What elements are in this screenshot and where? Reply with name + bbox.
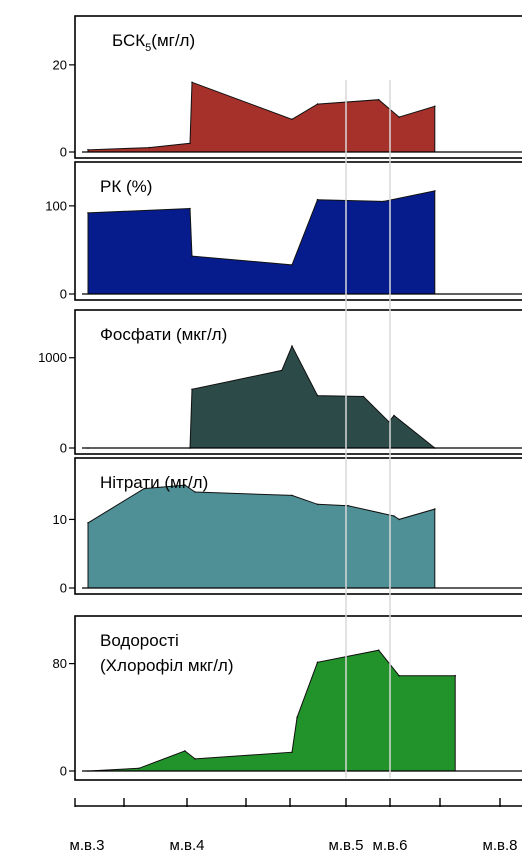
panel-3-frame	[74, 309, 522, 455]
panel-4-point-4	[194, 491, 196, 493]
panel-1-point-3	[189, 142, 191, 145]
panel-2-point-7	[434, 190, 436, 192]
panel-3-point-5	[291, 345, 293, 347]
panel-1-point-8	[398, 116, 400, 118]
panel-4-point-9	[398, 518, 400, 521]
panel-1-title-sub: 5	[145, 42, 151, 54]
panel-1-title: БСК5(мг/л)	[112, 31, 195, 54]
panel-3-title: Фосфати (мкг/л)	[100, 325, 227, 344]
x-tick-label-3: м.в.5	[329, 837, 364, 854]
panel-1-title-unit: (мг/л)	[151, 31, 195, 50]
panel-2-point-2	[189, 207, 191, 210]
panel-2-ytick-label-0: 0	[60, 287, 67, 302]
panel-4-title: Нітрати (мг/л)	[100, 473, 208, 492]
panel-2-area	[87, 190, 436, 295]
panel-2-point-1	[87, 212, 89, 214]
panel-5-point-8	[377, 649, 380, 651]
panel-1-ytick-label-20: 20	[53, 57, 67, 72]
panel-3-point-9	[393, 414, 395, 417]
panel-1-point-5	[291, 118, 293, 121]
panel-4-point-1	[87, 522, 89, 524]
panel-1-ytick-label-0: 0	[60, 145, 67, 160]
panel-4-point-7	[347, 504, 349, 507]
panel-3: 0 1000 Фосфати (мкг/л)	[38, 309, 522, 456]
panel-1-point-1	[87, 149, 89, 151]
panel-3-point-6	[316, 394, 319, 397]
panel-4-point-10	[434, 508, 436, 510]
panel-1-point-7	[377, 98, 380, 101]
panel-4-point-5	[291, 494, 293, 497]
panel-4-point-3	[184, 484, 186, 486]
panel-4-point-2	[143, 487, 145, 490]
panel-2: 0 100 РК (%)	[45, 161, 522, 302]
panel-5-point-9	[398, 674, 400, 677]
panel-4-ytick-label-10: 10	[53, 512, 67, 527]
panel-5-point-4	[194, 758, 196, 760]
x-tick-label-1: м.в.3	[70, 837, 105, 854]
panel-4-point-6	[316, 503, 319, 506]
panel-5-point-6	[296, 716, 298, 719]
panel-2-point-4	[291, 264, 293, 266]
panel-5-frame	[74, 615, 522, 781]
panel-5-title-line2: (Хлорофіл мкг/л)	[100, 656, 234, 675]
panel-5-area	[87, 649, 456, 772]
panel-1-point-2	[148, 146, 150, 149]
panel-1-point-6	[316, 103, 319, 105]
panel-2-ytick-label-100: 100	[45, 198, 67, 213]
panel-3-ytick-label-0: 0	[60, 441, 67, 456]
panel-1-point-9	[434, 105, 436, 108]
panel-5-point-7	[316, 661, 319, 664]
panel-5-point-3	[184, 750, 186, 752]
panel-4-ytick-label-0: 0	[60, 581, 67, 596]
panel-5-title: Водорості	[100, 631, 179, 650]
panel-2-frame	[74, 161, 522, 301]
panel-4: 0 10 Нітрати (мг/л)	[53, 457, 522, 596]
panel-4-area	[87, 484, 436, 589]
panel-2-point-6	[383, 200, 385, 203]
panel-5-ytick-label-0: 0	[60, 764, 67, 779]
panel-3-area	[88, 344, 437, 449]
panel-1-point-4	[191, 81, 193, 84]
panel-5-point-10	[454, 674, 457, 677]
panel-1-frame	[74, 15, 522, 159]
panel-5-ytick-label-80: 80	[53, 656, 67, 671]
panel-4-point-8	[393, 515, 395, 517]
panel-2-title: РК (%)	[100, 177, 152, 196]
panel-5-point-5	[291, 751, 293, 753]
panel-1: 0 20 БСК5(мг/л)	[53, 15, 522, 160]
x-tick-label-2: м.в.4	[170, 837, 205, 854]
panel-4-frame	[74, 457, 522, 595]
panel-2-point-3	[191, 255, 193, 257]
panel-1-area	[87, 81, 436, 153]
panel-5: 0 80 Водорості (Хлорофіл мкг/л)	[53, 615, 522, 781]
panel-3-point-3	[191, 388, 193, 391]
panel-2-point-5	[316, 198, 319, 201]
x-tick-label-5: м.в.8	[483, 837, 518, 854]
panel-3-point-4	[281, 369, 283, 372]
panel-3-ytick-label-1000: 1000	[38, 350, 67, 365]
x-tick-label-4: м.в.6	[373, 837, 408, 854]
panel-5-point-2	[138, 767, 140, 770]
panel-3-point-7	[362, 395, 365, 398]
